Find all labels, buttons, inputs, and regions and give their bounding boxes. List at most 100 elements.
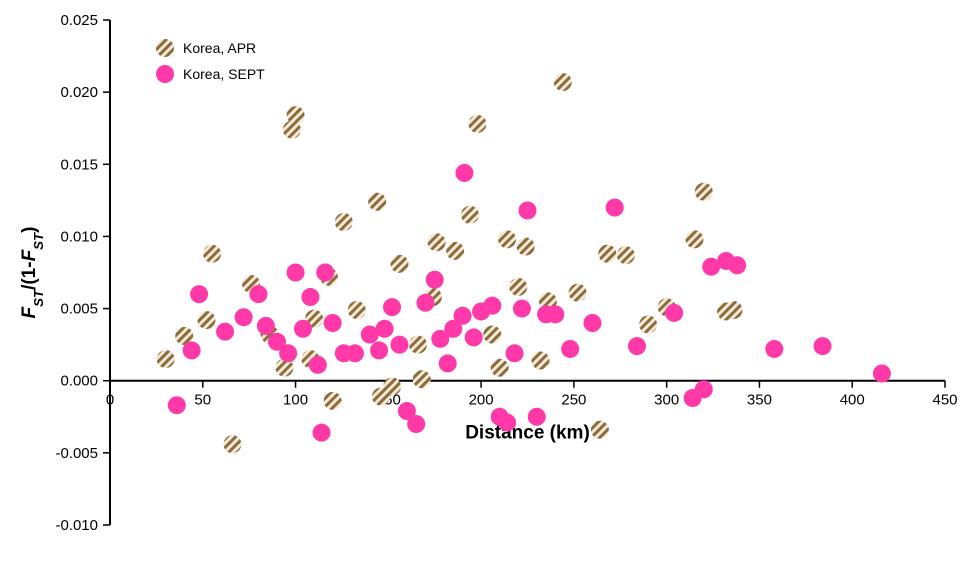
legend-marker-sept — [156, 65, 174, 83]
point-apr — [598, 245, 616, 263]
chart-bg — [0, 0, 970, 567]
point-apr — [686, 230, 704, 248]
legend-marker-apr — [156, 39, 174, 57]
point-apr — [554, 73, 572, 91]
point-sept — [257, 317, 275, 335]
point-apr — [468, 115, 486, 133]
point-apr — [509, 278, 527, 296]
x-tick-label: 100 — [283, 392, 308, 409]
point-apr — [639, 315, 657, 333]
point-sept — [498, 414, 516, 432]
point-sept — [546, 305, 564, 323]
y-tick-label: 0.000 — [60, 373, 98, 390]
point-apr — [569, 284, 587, 302]
x-tick-label: 0 — [106, 392, 114, 409]
point-sept — [390, 336, 408, 354]
point-apr — [695, 183, 713, 201]
point-sept — [454, 307, 472, 325]
point-sept — [313, 424, 331, 442]
point-sept — [583, 314, 601, 332]
y-tick-label: 0.005 — [60, 301, 98, 318]
point-apr — [390, 255, 408, 273]
x-tick-label: 300 — [654, 392, 679, 409]
point-sept — [190, 285, 208, 303]
point-sept — [294, 320, 312, 338]
scatter-chart: -0.010 -0.005 0.000 0.005 0.010 0.015 0.020 0.0… — [0, 0, 970, 567]
y-tick-label: -0.005 — [55, 445, 98, 462]
point-sept — [665, 304, 683, 322]
point-apr — [348, 301, 366, 319]
y-tick-label: -0.010 — [55, 517, 98, 534]
point-apr — [157, 350, 175, 368]
point-sept — [309, 356, 327, 374]
x-tick-label: 50 — [194, 392, 211, 409]
point-sept — [370, 341, 388, 359]
point-sept — [628, 337, 646, 355]
point-sept — [183, 341, 201, 359]
x-tick-label: 450 — [932, 392, 957, 409]
y-tick-label: 0.015 — [60, 156, 98, 173]
point-apr — [617, 246, 635, 264]
chart-svg: -0.010 -0.005 0.000 0.005 0.010 0.015 0.020 0.0… — [0, 0, 970, 567]
y-tick-label: 0.010 — [60, 228, 98, 245]
point-sept — [465, 328, 483, 346]
point-sept — [519, 201, 537, 219]
point-sept — [249, 285, 267, 303]
point-apr — [409, 336, 427, 354]
point-sept — [216, 323, 234, 341]
point-sept — [168, 396, 186, 414]
point-apr — [197, 311, 215, 329]
point-sept — [426, 271, 444, 289]
point-apr — [203, 245, 221, 263]
point-sept — [765, 340, 783, 358]
y-tick-label: 0.025 — [60, 12, 98, 29]
point-sept — [235, 308, 253, 326]
point-sept — [561, 340, 579, 358]
x-tick-label: 250 — [561, 392, 586, 409]
x-axis-label: Distance (km) — [465, 423, 590, 444]
x-tick-label: 350 — [747, 392, 772, 409]
point-apr — [413, 370, 431, 388]
point-apr — [531, 352, 549, 370]
point-apr — [498, 230, 516, 248]
y-tick-label: 0.020 — [60, 84, 98, 101]
point-sept — [346, 344, 364, 362]
point-apr — [517, 238, 535, 256]
point-sept — [606, 199, 624, 217]
point-sept — [483, 297, 501, 315]
point-sept — [376, 320, 394, 338]
point-apr — [324, 392, 342, 410]
point-apr — [461, 206, 479, 224]
point-apr — [483, 326, 501, 344]
point-apr — [223, 435, 241, 453]
point-sept — [383, 298, 401, 316]
point-sept — [316, 264, 334, 282]
point-sept — [279, 344, 297, 362]
point-apr — [428, 233, 446, 251]
legend-label: Korea, SEPT — [183, 66, 265, 82]
point-apr — [591, 421, 609, 439]
point-sept — [301, 288, 319, 306]
point-sept — [695, 380, 713, 398]
point-sept — [287, 264, 305, 282]
point-sept — [513, 300, 531, 318]
point-apr — [724, 301, 742, 319]
point-apr — [287, 106, 305, 124]
legend-label: Korea, APR — [183, 40, 256, 56]
x-tick-label: 200 — [469, 392, 494, 409]
point-sept — [728, 256, 746, 274]
point-sept — [814, 337, 832, 355]
point-sept — [455, 164, 473, 182]
point-apr — [383, 377, 401, 395]
point-apr — [446, 242, 464, 260]
point-sept — [416, 294, 434, 312]
point-sept — [528, 408, 546, 426]
point-sept — [324, 314, 342, 332]
point-apr — [491, 359, 509, 377]
point-apr — [368, 193, 386, 211]
point-sept — [873, 365, 891, 383]
x-tick-label: 400 — [840, 392, 865, 409]
point-apr — [335, 213, 353, 231]
point-sept — [407, 415, 425, 433]
point-sept — [439, 354, 457, 372]
